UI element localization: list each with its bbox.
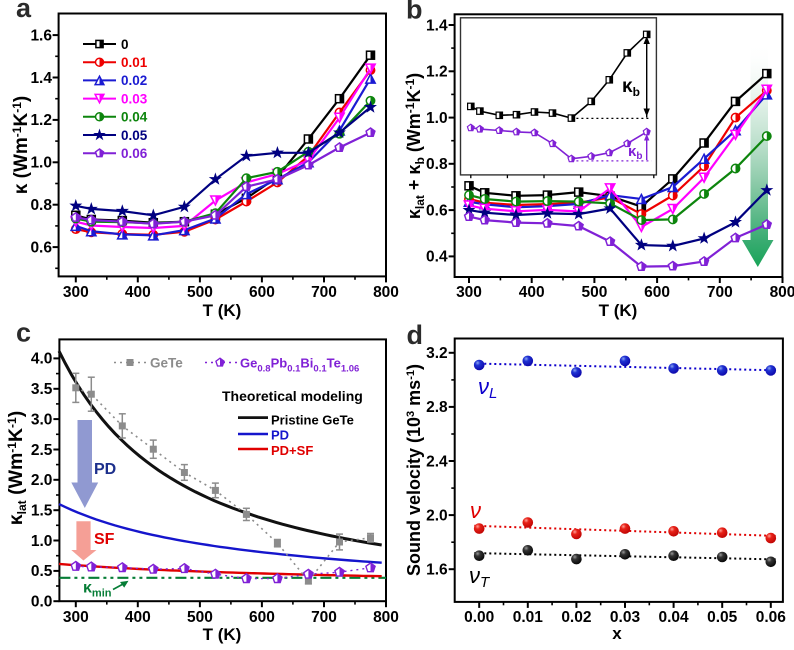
svg-text:300: 300: [63, 609, 89, 626]
svg-text:300: 300: [456, 284, 482, 301]
svg-text:0: 0: [121, 37, 129, 52]
svg-text:0.03: 0.03: [121, 91, 148, 106]
svg-text:400: 400: [519, 284, 545, 301]
svg-text:500: 500: [581, 284, 607, 301]
svg-text:800: 800: [373, 284, 399, 301]
svg-text:κ (Wm-1K-1): κ (Wm-1K-1): [10, 96, 32, 194]
svg-text:Theoretical modeling: Theoretical modeling: [222, 388, 363, 404]
svg-text:1.6: 1.6: [30, 27, 52, 44]
svg-text:Ge0.8Pb0.1Bi0.1Te1.06: Ge0.8Pb0.1Bi0.1Te1.06: [240, 356, 359, 375]
svg-text:800: 800: [770, 284, 794, 301]
svg-text:1.2: 1.2: [30, 112, 52, 129]
svg-text:1.4: 1.4: [426, 17, 448, 34]
svg-text:0.0: 0.0: [31, 594, 53, 611]
svg-text:b: b: [406, 0, 423, 25]
svg-text:PD: PD: [94, 461, 116, 478]
svg-text:0.06: 0.06: [756, 609, 787, 626]
svg-text:2.4: 2.4: [426, 453, 448, 470]
svg-text:GeTe: GeTe: [150, 356, 183, 371]
svg-text:400: 400: [125, 284, 151, 301]
svg-text:x: x: [612, 624, 622, 643]
svg-text:1.0: 1.0: [30, 155, 52, 172]
svg-text:1.4: 1.4: [30, 70, 52, 87]
svg-text:0.05: 0.05: [121, 128, 148, 143]
svg-text:3.0: 3.0: [31, 411, 53, 428]
svg-text:PD+SF: PD+SF: [271, 443, 313, 458]
svg-text:1.5: 1.5: [31, 503, 53, 520]
svg-text:2.0: 2.0: [426, 507, 448, 524]
svg-text:600: 600: [249, 609, 275, 626]
svg-text:c: c: [16, 317, 31, 347]
svg-text:0.6: 0.6: [30, 239, 52, 256]
svg-text:0.8: 0.8: [30, 197, 52, 214]
svg-text:T (K): T (K): [203, 301, 242, 320]
svg-text:4.0: 4.0: [31, 351, 53, 368]
svg-text:κlat + κb (Wm-1K-1): κlat + κb (Wm-1K-1): [403, 73, 427, 219]
svg-text:SF: SF: [94, 531, 115, 548]
svg-text:PD: PD: [271, 427, 289, 442]
svg-text:0.6: 0.6: [426, 202, 448, 219]
svg-text:1.2: 1.2: [426, 64, 448, 81]
svg-text:800: 800: [373, 609, 399, 626]
svg-text:T (K): T (K): [599, 301, 638, 320]
svg-text:700: 700: [707, 284, 733, 301]
svg-text:ν: ν: [470, 498, 481, 523]
svg-text:0.03: 0.03: [610, 609, 641, 626]
svg-text:2.0: 2.0: [31, 472, 53, 489]
svg-text:600: 600: [249, 284, 275, 301]
svg-text:700: 700: [311, 284, 337, 301]
svg-text:0.06: 0.06: [121, 146, 148, 161]
svg-text:0.05: 0.05: [707, 609, 738, 626]
svg-text:0.02: 0.02: [121, 73, 147, 88]
svg-text:500: 500: [187, 609, 213, 626]
svg-text:1.0: 1.0: [426, 110, 448, 127]
svg-text:0.00: 0.00: [464, 609, 494, 626]
svg-text:2.8: 2.8: [426, 399, 448, 416]
svg-text:1.6: 1.6: [426, 562, 448, 579]
svg-text:0.02: 0.02: [561, 609, 591, 626]
svg-text:400: 400: [125, 609, 151, 626]
svg-text:3.2: 3.2: [426, 345, 448, 362]
svg-text:νT: νT: [469, 563, 491, 591]
svg-text:700: 700: [311, 609, 337, 626]
svg-text:Pristine GeTe: Pristine GeTe: [271, 413, 354, 428]
svg-text:3.5: 3.5: [31, 381, 53, 398]
svg-text:νL: νL: [478, 374, 497, 402]
svg-text:0.01: 0.01: [121, 55, 148, 70]
svg-text:d: d: [407, 320, 424, 350]
svg-text:2.5: 2.5: [31, 442, 53, 459]
svg-text:0.4: 0.4: [426, 249, 448, 266]
svg-text:1.0: 1.0: [31, 533, 53, 550]
svg-text:0.8: 0.8: [426, 156, 448, 173]
svg-text:500: 500: [187, 284, 213, 301]
svg-text:300: 300: [63, 284, 89, 301]
svg-text:a: a: [16, 0, 32, 23]
svg-text:0.04: 0.04: [659, 609, 690, 626]
svg-text:Sound velocity (103 ms-1): Sound velocity (103 ms-1): [404, 364, 424, 576]
svg-text:T (K): T (K): [203, 625, 242, 644]
svg-text:600: 600: [644, 284, 670, 301]
svg-text:0.01: 0.01: [513, 609, 544, 626]
svg-text:0.04: 0.04: [121, 110, 148, 125]
svg-text:0.5: 0.5: [31, 563, 53, 580]
